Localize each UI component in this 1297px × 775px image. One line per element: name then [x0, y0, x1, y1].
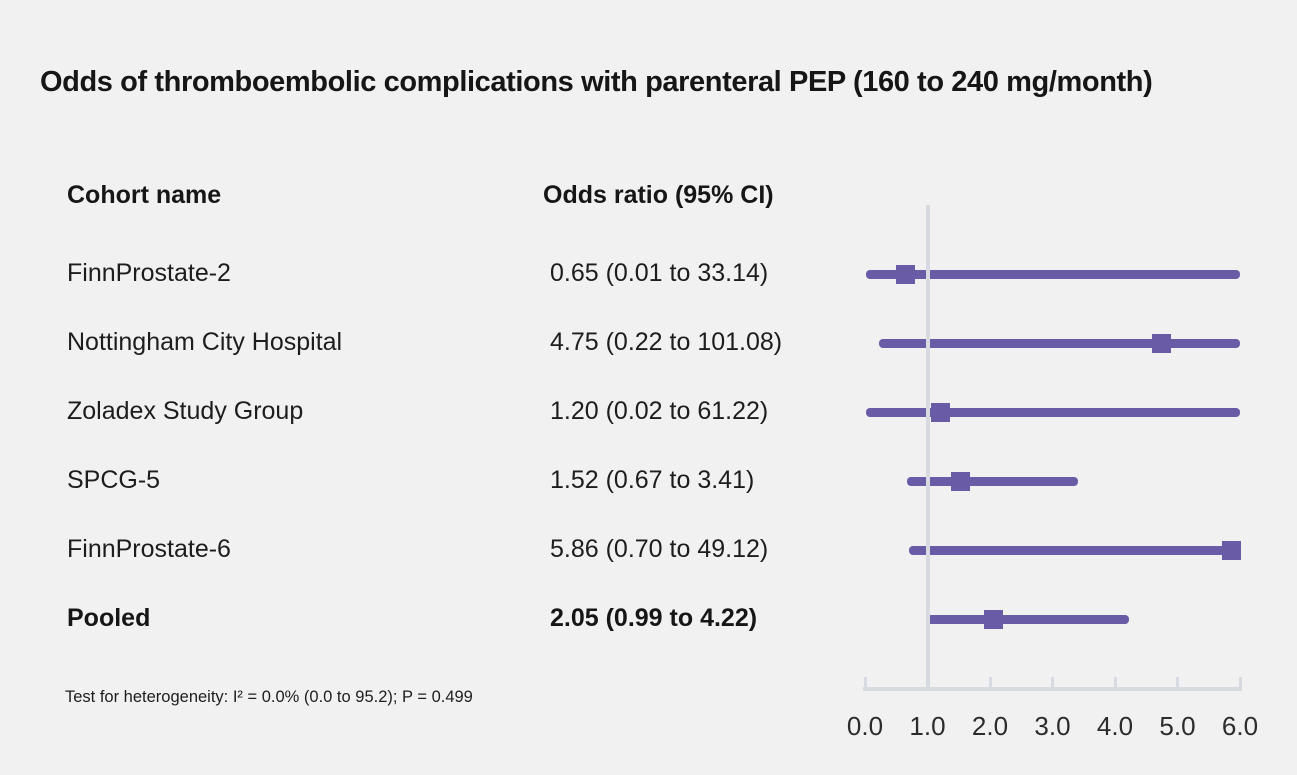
odds-ratio-marker [950, 471, 970, 491]
cohort-label: FinnProstate-6 [67, 535, 231, 563]
cohort-label: Pooled [67, 604, 151, 632]
confidence-interval-bar [865, 269, 1240, 279]
x-axis-tick-label: 1.0 [909, 711, 946, 741]
cohort-label: Nottingham City Hospital [67, 328, 343, 356]
odds-ratio-marker [1152, 333, 1172, 353]
chart-title: Odds of thromboembolic complications wit… [40, 66, 1153, 98]
x-axis-line [863, 687, 1242, 691]
cohort-label: Zoladex Study Group [67, 397, 304, 425]
odds-ratio-marker [930, 402, 950, 422]
x-axis-tick-label: 6.0 [1221, 711, 1259, 741]
odds-ratio-label: 1.20 (0.02 to 61.22) [550, 397, 769, 425]
x-axis-tick [1113, 677, 1117, 687]
odds-ratio-label: 4.75 (0.22 to 101.08) [550, 328, 783, 356]
x-axis-tick [988, 677, 992, 687]
confidence-interval-bar [878, 338, 1240, 348]
x-axis-tick-label: 3.0 [1034, 711, 1071, 741]
odds-ratio-marker [1221, 540, 1241, 560]
x-axis-tick-label: 2.0 [971, 711, 1009, 741]
x-axis-tick-label: 5.0 [1159, 711, 1196, 741]
odds-ratio-marker [983, 609, 1003, 629]
x-axis-tick [926, 677, 929, 687]
confidence-interval-bar [908, 545, 1240, 555]
heterogeneity-footnote: Test for heterogeneity: I² = 0.0% (0.0 t… [65, 688, 473, 706]
odds-ratio-label: 2.05 (0.99 to 4.22) [550, 604, 758, 632]
column-header-odds: Odds ratio (95% CI) [543, 181, 774, 209]
confidence-interval-bar [906, 476, 1079, 486]
x-axis-tick-label: 0.0 [846, 711, 884, 741]
x-axis-tick [863, 677, 867, 687]
cohort-label: FinnProstate-2 [67, 259, 231, 287]
x-axis-tick [1176, 677, 1179, 687]
confidence-interval-bar [926, 614, 1129, 624]
x-axis-tick [1051, 677, 1054, 687]
x-axis-tick [1238, 677, 1242, 687]
odds-ratio-label: 1.52 (0.67 to 3.41) [550, 466, 755, 494]
reference-line [925, 205, 930, 690]
x-axis-tick-label: 4.0 [1096, 711, 1134, 741]
odds-ratio-marker [896, 264, 916, 284]
odds-ratio-label: 0.65 (0.01 to 33.14) [550, 259, 769, 287]
column-header-cohort: Cohort name [67, 181, 222, 209]
cohort-label: SPCG-5 [67, 466, 161, 494]
confidence-interval-bar [866, 407, 1240, 417]
odds-ratio-label: 5.86 (0.70 to 49.12) [550, 535, 769, 563]
